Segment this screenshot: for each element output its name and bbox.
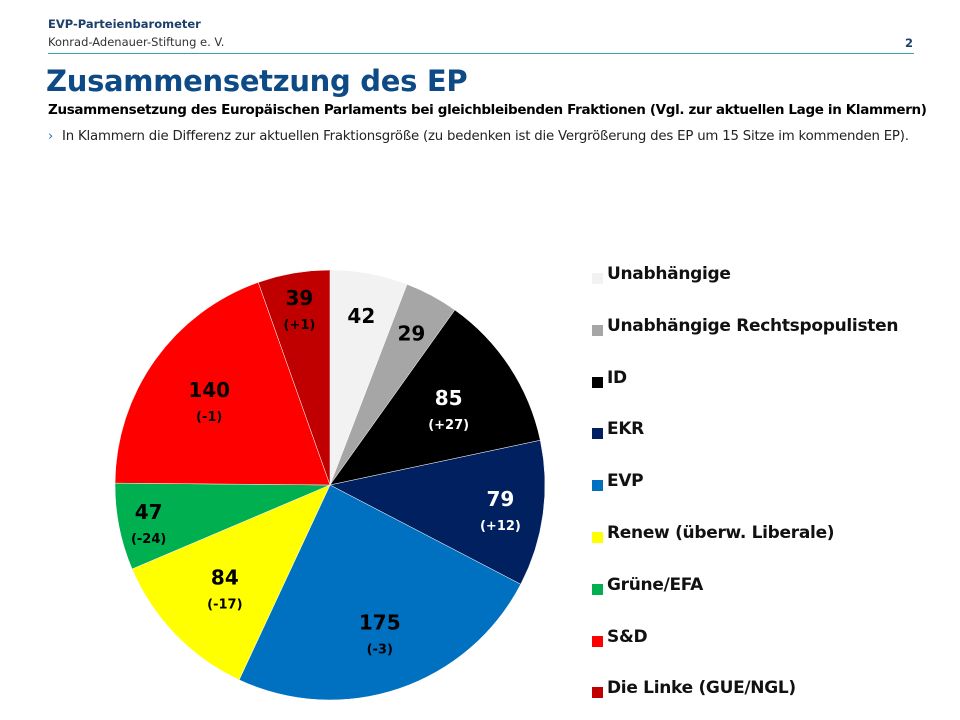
legend-swatch — [592, 583, 603, 595]
slice-diff-label: (-3) — [367, 643, 393, 658]
legend-swatch — [592, 687, 603, 699]
legend-label: S&D — [607, 626, 648, 647]
legend-label: Grüne/EFA — [607, 574, 704, 595]
page-subtitle: Zusammensetzung des Europäischen Parlame… — [48, 102, 927, 118]
slice-value-label: 39 — [285, 286, 313, 310]
pie-slice — [131, 484, 331, 681]
legend-swatch — [592, 324, 603, 336]
legend-label: Unabhängige Rechtspopulisten — [607, 315, 899, 336]
header-divider — [48, 53, 914, 54]
pie-slice — [329, 440, 546, 585]
pie-slice — [238, 484, 522, 701]
page-title: Zusammensetzung des EP — [46, 64, 468, 98]
pie-slice — [257, 269, 331, 486]
slice-value-label: 140 — [188, 378, 230, 402]
page-number: 2 — [905, 36, 914, 50]
legend-label: EVP — [607, 471, 644, 492]
slice-value-label: 84 — [211, 566, 239, 590]
header-organization: Konrad-Adenauer-Stiftung e. V. — [48, 35, 225, 49]
slice-diff-label: (-1) — [196, 410, 222, 425]
legend-label: Unabhängige — [607, 264, 731, 284]
slice-diff-label: (-17) — [207, 598, 242, 613]
legend-swatch — [592, 376, 603, 388]
legend-label: Die Linke (GUE/NGL) — [607, 678, 796, 699]
slice-diff-label: (-24) — [131, 532, 166, 547]
slice-value-label: 47 — [135, 500, 163, 524]
chevron-right-icon: › — [48, 129, 54, 144]
legend-label: EKR — [607, 419, 644, 440]
bullet-note: › In Klammern die Differenz zur aktuelle… — [48, 127, 933, 146]
pie-slice — [329, 309, 541, 486]
legend-swatch — [592, 428, 603, 440]
slice-value-label: 79 — [487, 487, 515, 511]
slice-value-label: 85 — [435, 386, 463, 410]
slice-diff-label: (+1) — [284, 318, 316, 333]
slice-value-label: 175 — [359, 611, 401, 635]
slice-diff-label: (+12) — [480, 519, 521, 534]
pie-slice — [114, 282, 331, 486]
legend-swatch — [592, 532, 603, 543]
slice-value-label: 29 — [397, 321, 425, 345]
legend-swatch — [592, 635, 603, 647]
legend-label: Renew (überw. Liberale) — [607, 523, 835, 543]
pie-slices — [114, 269, 546, 701]
legend-label: ID — [607, 367, 627, 388]
bullet-text: In Klammern die Differenz zur aktuellen … — [62, 129, 909, 144]
header-brand: EVP-Parteienbarometer — [48, 17, 201, 31]
pie-labels: 42 29 85 (+27) 79 (+12) 175 (-3) 84 (-17) 47 (-24) 1… — [131, 286, 521, 658]
legend-swatch — [592, 480, 603, 492]
slice-value-label: 42 — [347, 304, 375, 328]
slice-diff-label: (+27) — [428, 418, 469, 433]
legend-swatch — [592, 273, 603, 284]
